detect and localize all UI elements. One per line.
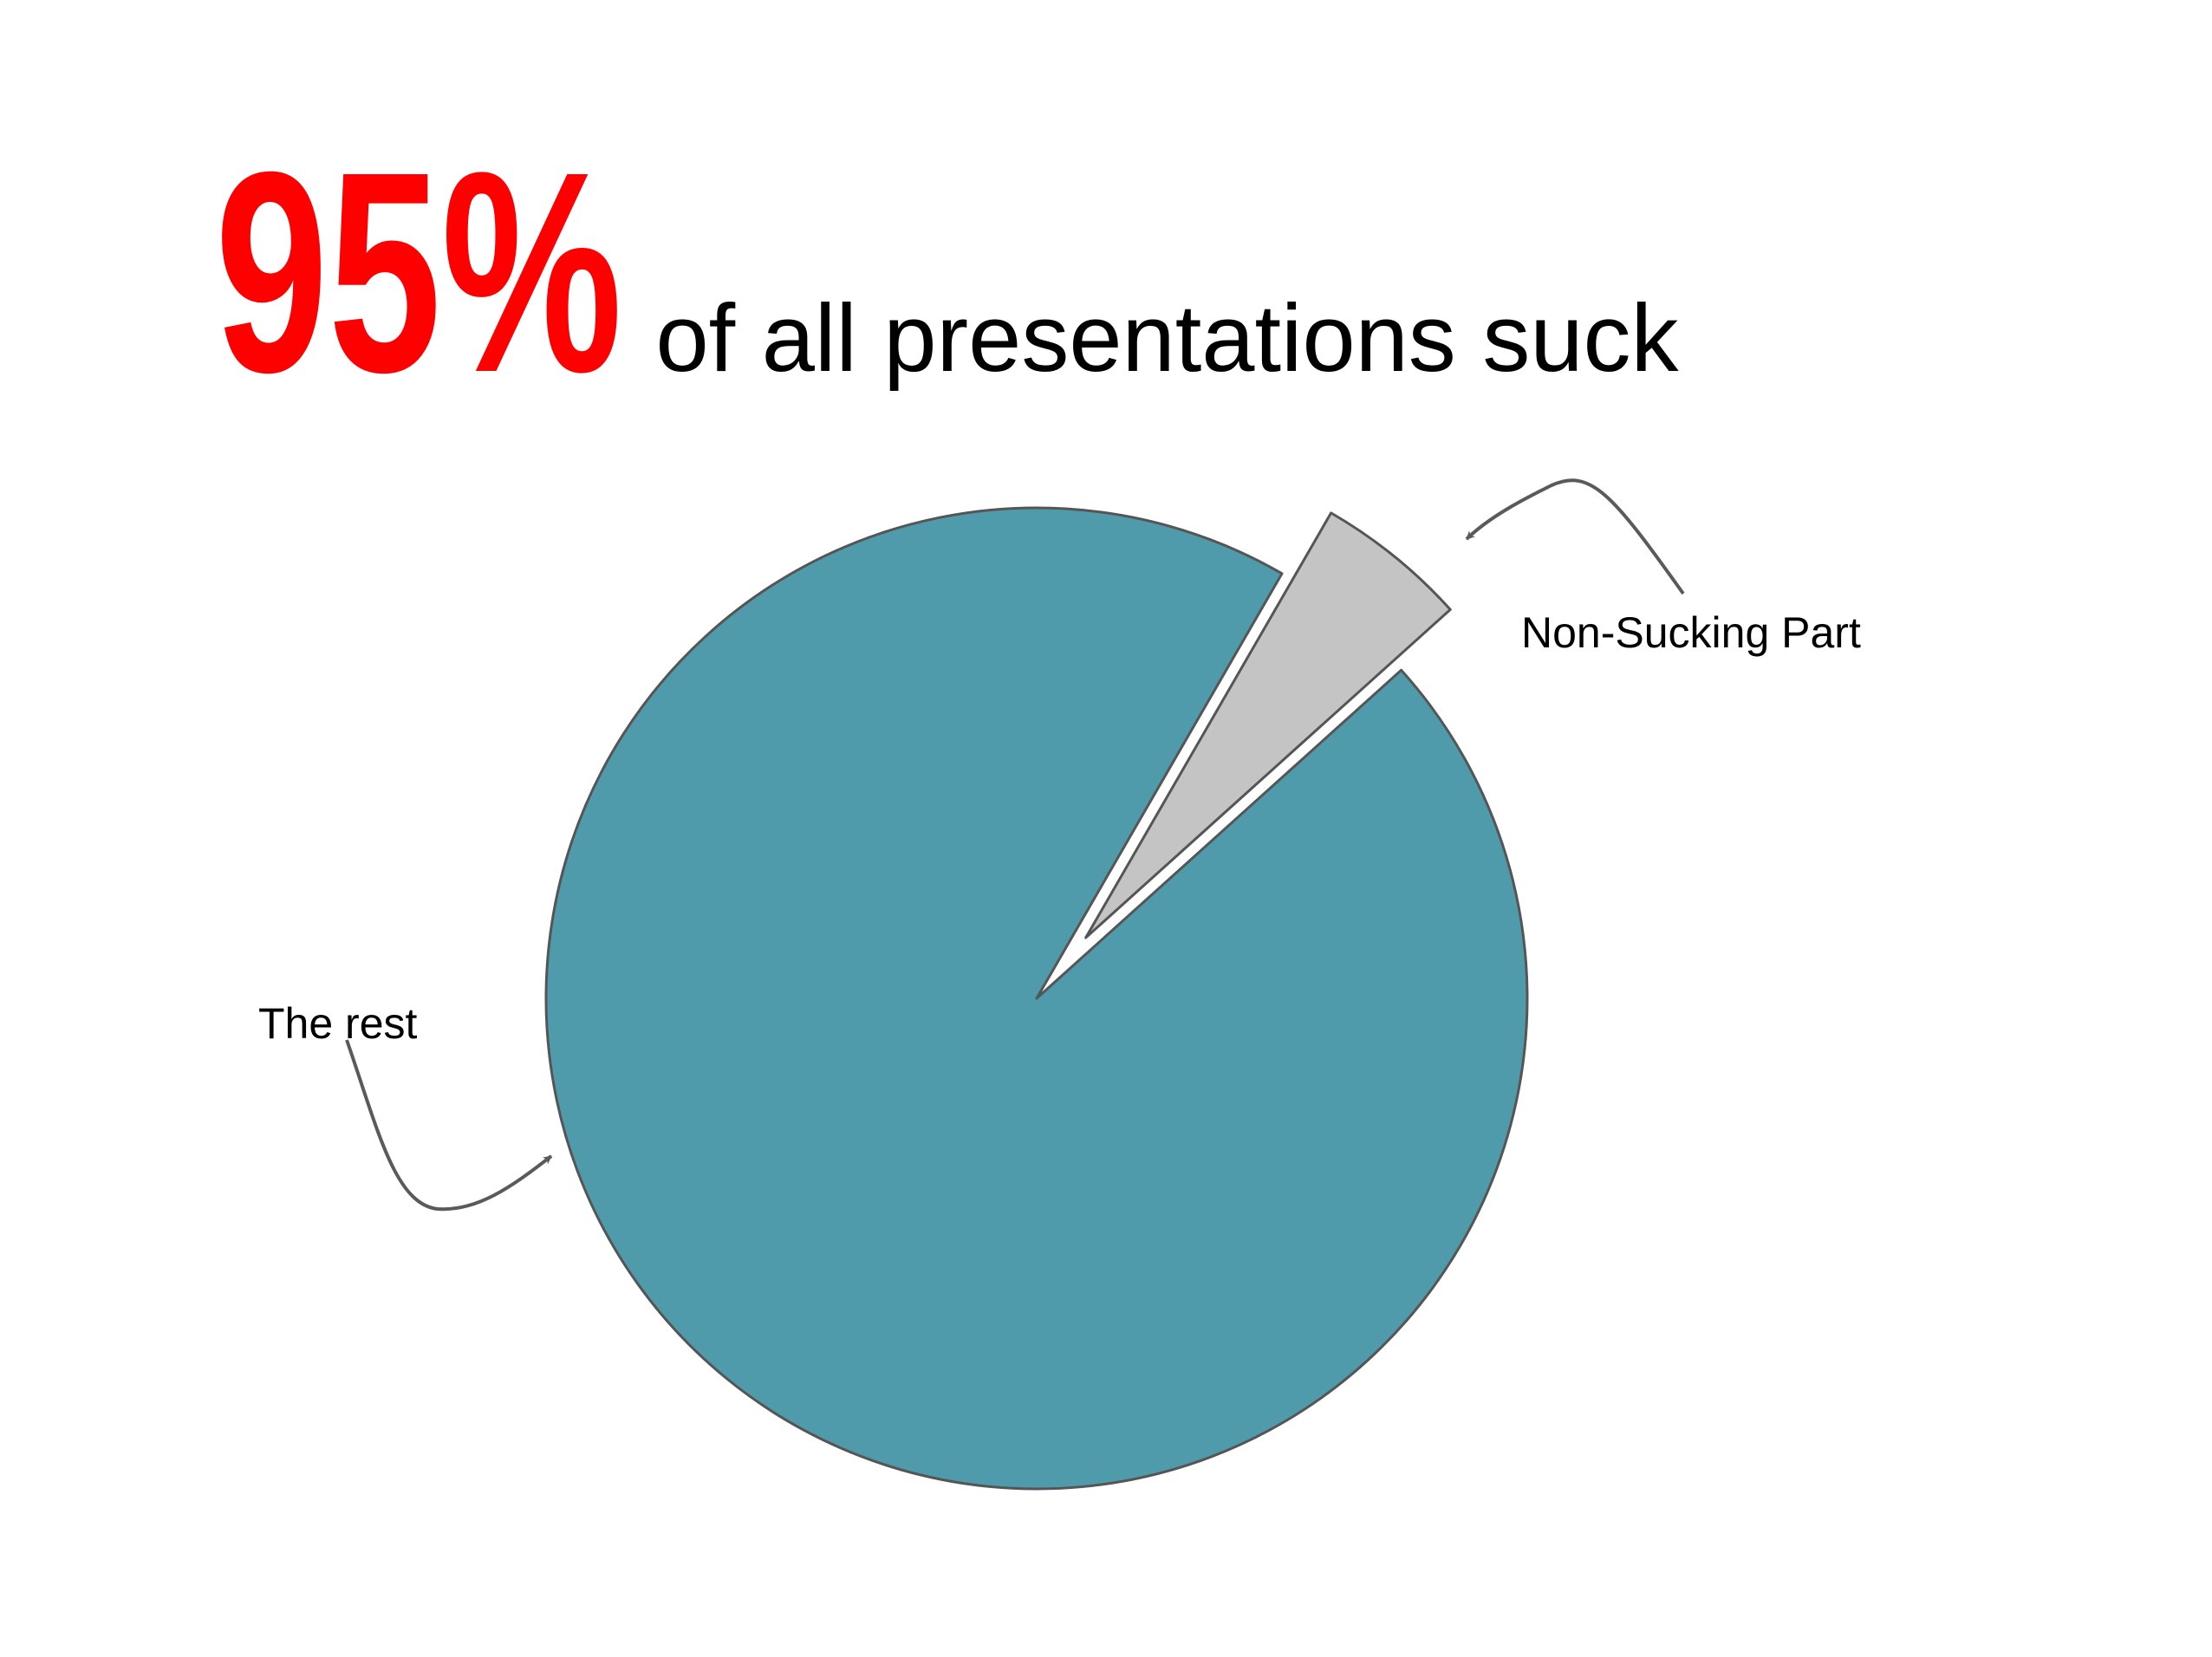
arrow-non-sucking-part — [1465, 478, 1685, 595]
label-non-sucking-part: Non-Sucking Part — [1521, 608, 1861, 657]
label-the-rest: The rest — [258, 999, 418, 1048]
pie-chart — [544, 506, 1529, 1491]
pie-slice-the-rest — [544, 506, 1529, 1491]
headline-text: 95% of all presentations suck — [215, 112, 1680, 432]
arrow-the-rest — [345, 1039, 553, 1212]
pie-slice-non-sucking-part — [1084, 511, 1452, 939]
headline-percent: 95% — [215, 112, 622, 432]
headline-caption: of all presentations suck — [655, 285, 1679, 392]
